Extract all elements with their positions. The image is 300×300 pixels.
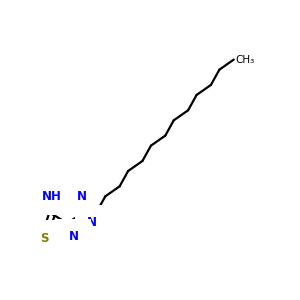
Text: N: N — [87, 217, 97, 230]
Text: N: N — [77, 190, 87, 203]
Text: NH: NH — [42, 190, 62, 203]
Text: S: S — [40, 232, 48, 244]
Text: N: N — [69, 230, 79, 244]
Text: CH₃: CH₃ — [235, 55, 254, 64]
